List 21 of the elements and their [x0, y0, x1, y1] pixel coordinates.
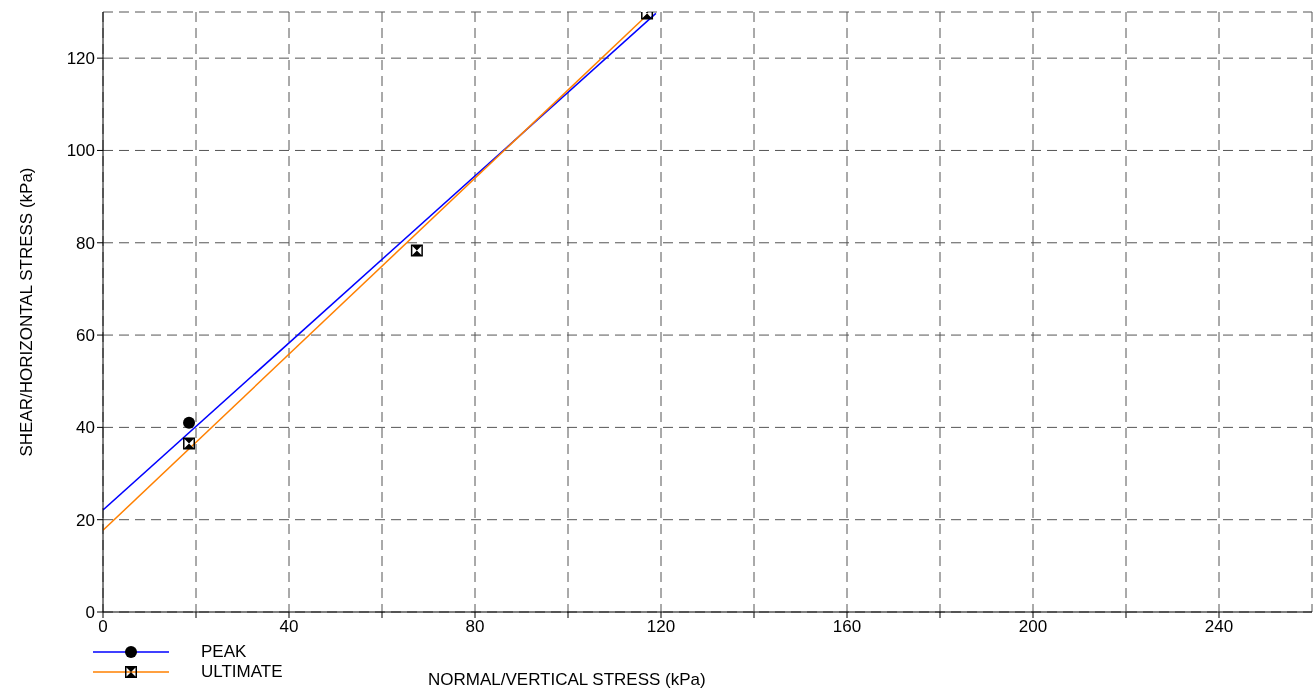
x-tick-label: 80 — [465, 617, 485, 637]
y-tick-label: 120 — [66, 49, 95, 69]
y-tick-label: 0 — [85, 603, 95, 623]
point — [183, 416, 196, 429]
x-tick-label: 240 — [1204, 617, 1234, 637]
x-tick-label: 40 — [279, 617, 299, 637]
y-tick-label: 40 — [76, 418, 95, 438]
y-tick-label: 20 — [76, 510, 95, 530]
point — [183, 437, 196, 450]
x-tick-label: 0 — [98, 617, 108, 637]
x-tick-label: 160 — [832, 617, 862, 637]
x-axis-title: NORMAL/VERTICAL STRESS (kPa) — [428, 670, 706, 690]
y-tick-label: 100 — [66, 141, 95, 161]
legend-label: PEAK — [201, 642, 247, 662]
y-axis-title: SHEAR/HORIZONTAL STRESS (kPa) — [17, 167, 37, 457]
point — [410, 244, 423, 257]
y-tick-label: 80 — [76, 233, 95, 253]
y-tick-label: 60 — [76, 326, 95, 346]
x-tick-label: 120 — [646, 617, 676, 637]
legend-label: ULTIMATE — [201, 662, 283, 682]
x-tick-label: 200 — [1018, 617, 1048, 637]
